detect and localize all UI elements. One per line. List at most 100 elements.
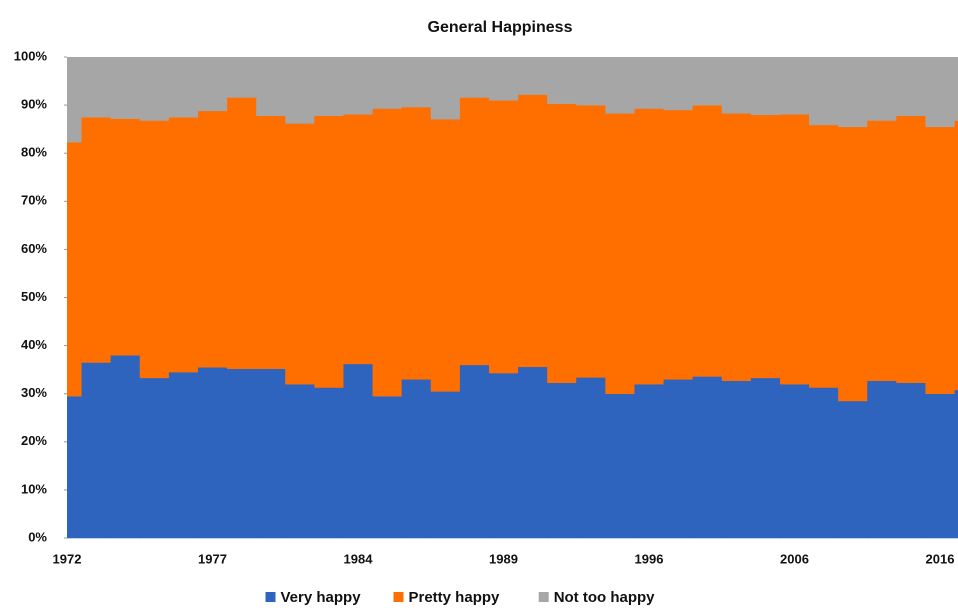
area-segment <box>547 57 577 104</box>
area-segment <box>285 384 315 539</box>
area-segment <box>227 97 257 369</box>
area-segment <box>67 142 83 397</box>
area-segment <box>110 57 141 119</box>
y-tick-label: 30% <box>21 385 47 400</box>
area-segment <box>779 384 810 539</box>
area-segment <box>110 118 141 356</box>
area-segment <box>576 377 606 539</box>
area-segment <box>401 379 432 539</box>
area-segment <box>459 97 490 366</box>
x-tick-label: 1984 <box>344 551 374 566</box>
area-segment <box>605 393 635 539</box>
area-segment <box>343 114 374 365</box>
area-segment <box>721 57 752 114</box>
y-tick-label: 0% <box>28 529 47 544</box>
area-segment <box>139 57 170 121</box>
area-segment <box>867 57 897 121</box>
x-tick-label: 1989 <box>489 551 518 566</box>
area-segment <box>401 57 432 108</box>
area-segment <box>430 391 461 539</box>
area-segment <box>197 57 228 112</box>
area-segment <box>605 113 635 394</box>
y-tick-label: 60% <box>21 241 47 256</box>
y-tick-label: 50% <box>21 289 47 304</box>
area-segment <box>692 57 723 106</box>
area-segment <box>518 366 548 539</box>
legend-label: Very happy <box>281 589 362 606</box>
area-segment <box>343 57 374 115</box>
x-tick-label: 1996 <box>635 551 664 566</box>
area-segment <box>838 57 868 128</box>
area-segment <box>750 377 781 539</box>
area-segment <box>488 373 519 539</box>
area-segment <box>547 103 577 383</box>
area-segment <box>67 396 83 539</box>
area-segment <box>663 57 694 111</box>
x-tick-label: 1977 <box>198 551 227 566</box>
y-tick-label: 80% <box>21 145 47 160</box>
y-tick-label: 20% <box>21 433 47 448</box>
area-segment <box>721 113 752 382</box>
area-segment <box>838 400 868 539</box>
area-segment <box>954 120 958 391</box>
area-segment <box>110 355 141 539</box>
area-segment <box>256 368 286 539</box>
area-segment <box>488 100 519 374</box>
area-segment <box>343 363 374 539</box>
area-segment <box>168 57 199 118</box>
area-segment <box>779 57 810 115</box>
area-segment <box>896 382 926 539</box>
area-segment <box>750 114 781 379</box>
area-segment <box>896 57 926 116</box>
area-segment <box>518 94 548 368</box>
area-segment <box>459 57 490 98</box>
area-segment <box>372 108 403 397</box>
area-segment <box>809 124 839 388</box>
area-segment <box>430 119 461 392</box>
x-tick-label: 2016 <box>926 551 955 566</box>
area-segment <box>67 57 83 143</box>
area-segment <box>750 57 781 116</box>
area-segment <box>925 126 956 395</box>
area-segment <box>925 393 956 539</box>
area-segment <box>634 384 665 539</box>
y-tick-label: 90% <box>21 97 47 112</box>
legend-swatch <box>393 592 404 602</box>
area-segment <box>838 126 868 402</box>
area-segment <box>605 57 635 114</box>
area-segment <box>634 108 665 385</box>
area-segment <box>867 380 897 539</box>
area-segment <box>168 372 199 539</box>
area-segment <box>430 57 461 120</box>
area-segment <box>81 117 112 363</box>
area-segment <box>285 57 315 124</box>
area-segment <box>663 109 694 380</box>
area-segment <box>488 57 519 101</box>
area-segment <box>314 387 344 539</box>
x-tick-label: 1972 <box>53 551 82 566</box>
area-segment <box>547 382 577 539</box>
chart-title: General Happiness <box>428 19 573 36</box>
legend-label: Not too happy <box>554 589 655 606</box>
area-segment <box>168 117 199 373</box>
area-segment <box>459 364 490 539</box>
area-segment <box>954 57 958 121</box>
area-segment <box>867 120 897 382</box>
area-segment <box>896 115 926 383</box>
area-segment <box>285 123 315 385</box>
y-tick-label: 10% <box>21 481 47 496</box>
area-segment <box>139 377 170 539</box>
area-segment <box>227 57 257 98</box>
area-segment <box>197 367 228 539</box>
y-tick-label: 70% <box>21 193 47 208</box>
legend-label: Pretty happy <box>409 589 501 606</box>
x-tick-label: 2006 <box>780 551 809 566</box>
area-segment <box>256 57 286 116</box>
area-segment <box>634 57 665 109</box>
area-segment <box>518 57 548 95</box>
area-segment <box>81 57 112 118</box>
area-segment <box>925 57 956 128</box>
legend-swatch <box>265 592 276 602</box>
area-segment <box>954 389 958 539</box>
